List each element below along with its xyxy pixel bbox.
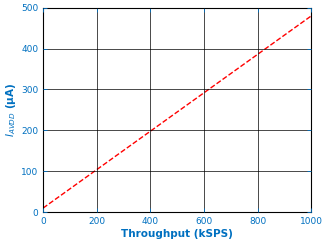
X-axis label: Throughput (kSPS): Throughput (kSPS)	[121, 229, 233, 239]
Y-axis label: $I_{AVDD}$ (µA): $I_{AVDD}$ (µA)	[4, 83, 18, 137]
